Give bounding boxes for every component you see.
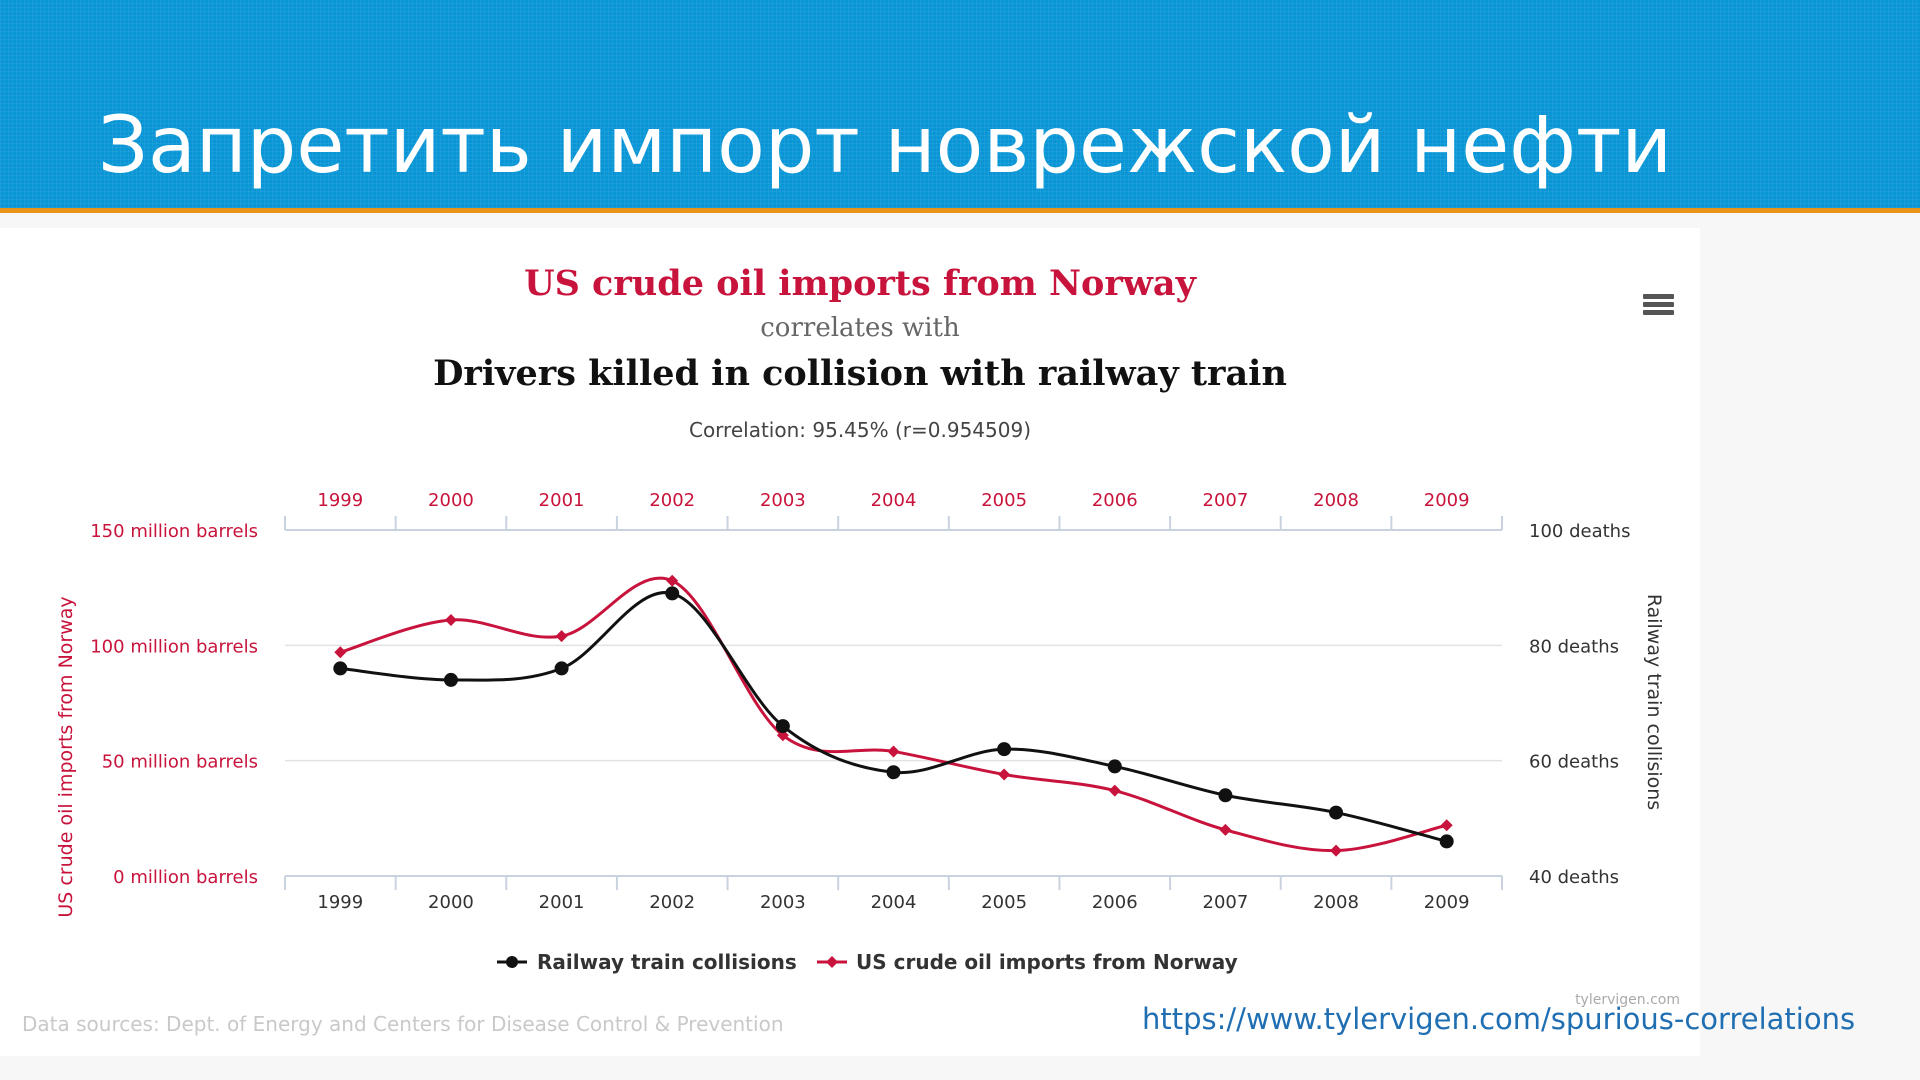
banner-divider: [0, 208, 1920, 213]
data-point-oil: [1330, 844, 1343, 857]
data-point-collisions: [1329, 805, 1344, 820]
left-tick-label: 50 million barrels: [102, 752, 258, 773]
bottom-x-tick-label: 2001: [539, 892, 585, 913]
chart-title-secondary: Drivers killed in collision with railway…: [433, 353, 1287, 394]
top-x-tick-label: 2006: [1092, 490, 1138, 511]
data-point-collisions: [443, 672, 458, 687]
top-x-tick-label: 2004: [871, 490, 917, 511]
right-tick-label: 100 deaths: [1529, 521, 1630, 542]
chart-credit: tylervigen.com: [1575, 992, 1680, 1008]
bottom-x-tick-label: 2006: [1092, 892, 1138, 913]
data-point-oil: [1440, 819, 1453, 832]
chart-menu-button[interactable]: [1643, 294, 1674, 320]
data-point-oil: [334, 646, 347, 659]
bottom-x-tick-label: 2008: [1313, 892, 1359, 913]
data-point-oil: [1219, 823, 1232, 836]
series-line-oil: [339, 576, 1448, 853]
top-x-tick-label: 2009: [1424, 490, 1470, 511]
slide-title: Запретить импорт новрежской нефти: [98, 101, 1673, 191]
axes: 150 million barrels 100 million barrels 50…: [90, 490, 1630, 913]
data-point-oil: [444, 613, 457, 626]
left-axis-title: US crude oil imports from Norway: [55, 596, 77, 917]
right-tick-label: 40 deaths: [1529, 867, 1619, 888]
top-x-tick-label: 2003: [760, 490, 806, 511]
top-x-tick-label: 2002: [649, 490, 695, 511]
data-point-collisions: [1218, 788, 1233, 803]
top-x-tick-label: 2005: [981, 490, 1027, 511]
legend-label-oil: US crude oil imports from Norway: [856, 950, 1238, 974]
bottom-x-tick-label: 2003: [760, 892, 806, 913]
data-point-collisions: [775, 719, 790, 734]
bottom-x-tick-label: 2005: [981, 892, 1027, 913]
right-tick-label: 60 deaths: [1529, 752, 1619, 773]
data-point-collisions: [1107, 759, 1122, 774]
legend-label-collisions: Railway train collisions: [537, 950, 797, 974]
menu-bar-icon: [1643, 310, 1674, 315]
data-point-collisions: [554, 661, 569, 676]
chart-card: US crude oil imports from Norway correla…: [0, 228, 1700, 1056]
data-point-collisions: [1439, 834, 1454, 849]
top-x-tick-label: 2007: [1203, 490, 1249, 511]
top-x-tick-label: 2008: [1313, 490, 1359, 511]
series-line-collisions: [340, 591, 1448, 843]
data-point-collisions: [886, 765, 901, 780]
menu-bar-icon: [1643, 302, 1674, 307]
legend-item-oil[interactable]: US crude oil imports from Norway: [817, 950, 1238, 974]
data-point-oil: [666, 574, 679, 587]
left-tick-label: 0 million barrels: [113, 867, 258, 888]
bottom-x-tick-label: 1999: [317, 892, 363, 913]
menu-bar-icon: [1643, 294, 1674, 299]
grid: [285, 644, 1502, 762]
chart-subtitle: correlates with: [760, 313, 960, 343]
bottom-x-tick-label: 2004: [871, 892, 917, 913]
left-tick-label: 100 million barrels: [90, 636, 258, 657]
right-tick-label: 80 deaths: [1529, 636, 1619, 657]
data-point-oil: [998, 768, 1011, 781]
data-point-oil: [555, 630, 568, 643]
chart-title: US crude oil imports from Norway: [524, 263, 1198, 304]
top-x-tick-label: 2001: [539, 490, 585, 511]
chart: US crude oil imports from Norway correla…: [22, 263, 1680, 1036]
data-point-collisions: [665, 586, 680, 601]
title-banner: Запретить импорт новрежской нефти: [0, 0, 1920, 208]
bottom-x-tick-label: 2000: [428, 892, 474, 913]
right-axis-title: Railway train collisions: [1643, 594, 1665, 810]
source-link[interactable]: https://www.tylervigen.com/spurious-corr…: [1142, 1002, 1856, 1036]
top-x-tick-label: 1999: [317, 490, 363, 511]
legend: Railway train collisions US crude oil im…: [497, 950, 1238, 974]
top-x-tick-label: 2000: [428, 490, 474, 511]
legend-item-collisions[interactable]: Railway train collisions: [497, 950, 797, 974]
data-sources: Data sources: Dept. of Energy and Center…: [22, 1012, 784, 1036]
data-point-collisions: [333, 661, 348, 676]
series: [333, 574, 1454, 857]
bottom-x-tick-label: 2009: [1424, 892, 1470, 913]
data-point-oil: [1108, 784, 1121, 797]
correlation-label: Correlation: 95.45% (r=0.954509): [689, 418, 1031, 442]
data-point-oil: [887, 745, 900, 758]
left-tick-label: 150 million barrels: [90, 521, 258, 542]
bottom-x-tick-label: 2002: [649, 892, 695, 913]
data-point-collisions: [997, 742, 1012, 757]
bottom-x-tick-label: 2007: [1203, 892, 1249, 913]
